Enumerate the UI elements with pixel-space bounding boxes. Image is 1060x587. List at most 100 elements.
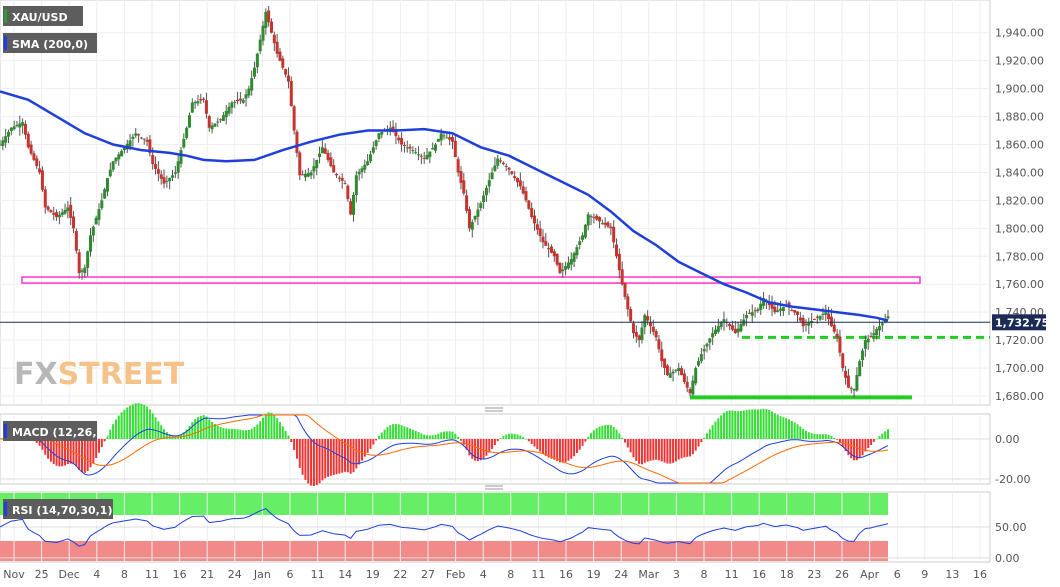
macd-bar [146,406,149,439]
pane-resize-handle-1[interactable] [485,407,503,412]
macd-bar [734,410,737,439]
candle-body [541,236,545,243]
macd-bar [352,439,355,473]
x-tick-label: 4 [480,568,487,581]
candle-body [23,123,27,135]
candle-body [473,215,477,220]
macd-signal-line [0,414,889,484]
x-tick-label: 16 [752,568,766,581]
sma-tag[interactable]: SMA (200,0) [3,33,97,53]
candle-body [289,81,293,107]
macd-bar [728,410,731,439]
candle-body [97,209,101,220]
macd-bar [674,439,677,462]
candle-body [880,323,884,326]
macd-bar [49,439,52,462]
macd-bar [663,439,666,463]
last-price-label: 1,732.75 [995,316,1049,329]
candle-body [603,222,607,225]
macd-bar [134,403,137,439]
candle-body [581,235,585,240]
macd-bar [219,427,222,439]
x-tick-label: 13 [945,568,959,581]
candle-body [377,133,381,139]
candle-body [349,201,353,215]
candle-body [43,189,47,208]
macd-bar [129,405,132,439]
candle-body [728,324,732,327]
candle-body [612,226,616,243]
candle-body [671,371,675,374]
macd-bar [434,434,437,439]
y-tick-label: 1,680.00 [995,390,1044,403]
macd-bar [567,439,570,461]
pane-resize-handle-2[interactable] [485,485,503,490]
candle-body [852,389,856,391]
x-tick-label: 21 [200,568,214,581]
candle-body [459,171,463,183]
y-tick-label: 1,720.00 [995,334,1044,347]
macd-bar [875,438,878,440]
macd-bar [247,429,250,439]
candle-body [103,189,107,199]
macd-bar [151,413,154,439]
macd-bar [626,439,629,448]
macd-bar [536,439,539,450]
candle-body [55,212,59,218]
candle-body [18,123,22,128]
candle-body [100,200,104,209]
macd-bar [329,439,332,476]
symbol-tag[interactable]: XAU/USD [3,6,83,26]
candle-body [227,106,231,114]
macd-bar [844,439,847,452]
candle-body [872,333,876,336]
macd-bar [324,439,327,479]
macd-bar [782,417,785,439]
macd-bar [253,427,256,439]
macd-bar [853,439,856,461]
macd-bar [751,409,754,439]
candle-body [128,140,132,147]
candle-body [329,157,333,167]
macd-bar [406,427,409,439]
rsi-tag[interactable]: RSI (14,70,30,1) [3,499,113,519]
macd-bar [148,409,151,439]
y-tick-label: 1,840.00 [995,166,1044,179]
candle-body [258,39,262,52]
macd-bar [722,412,725,439]
x-tick-label: 16 [559,568,573,581]
macd-bar [216,425,219,439]
x-tick-label: Apr [860,568,880,581]
candle-body [224,110,228,118]
watermark-street: STREET [58,357,185,392]
macd-bar [527,439,530,442]
candle-body [753,310,757,312]
candle-body [665,365,669,376]
candle-body [122,147,126,151]
macd-bar [140,403,143,439]
candle-body [776,310,780,313]
candle-body [428,151,432,158]
candle-body [450,137,454,142]
x-tick-label: 9 [921,568,928,581]
candle-body [445,137,449,139]
candle-body [74,231,78,251]
candle-body [762,298,766,306]
candle-body [335,173,339,176]
candle-body [835,333,839,338]
macd-tag[interactable]: MACD (12,26,9) [3,421,109,441]
candle-body [83,267,87,274]
macd-bar [389,425,392,439]
price-candles [0,6,890,398]
macd-bar [655,439,658,460]
candle-body [269,21,273,33]
candle-body [462,180,466,194]
candle-body [858,361,862,377]
candle-body [812,318,816,320]
candle-body [510,171,514,174]
candle-body [589,216,593,218]
candle-body [620,269,624,285]
candle-body [9,127,13,132]
candle-body [286,75,290,82]
